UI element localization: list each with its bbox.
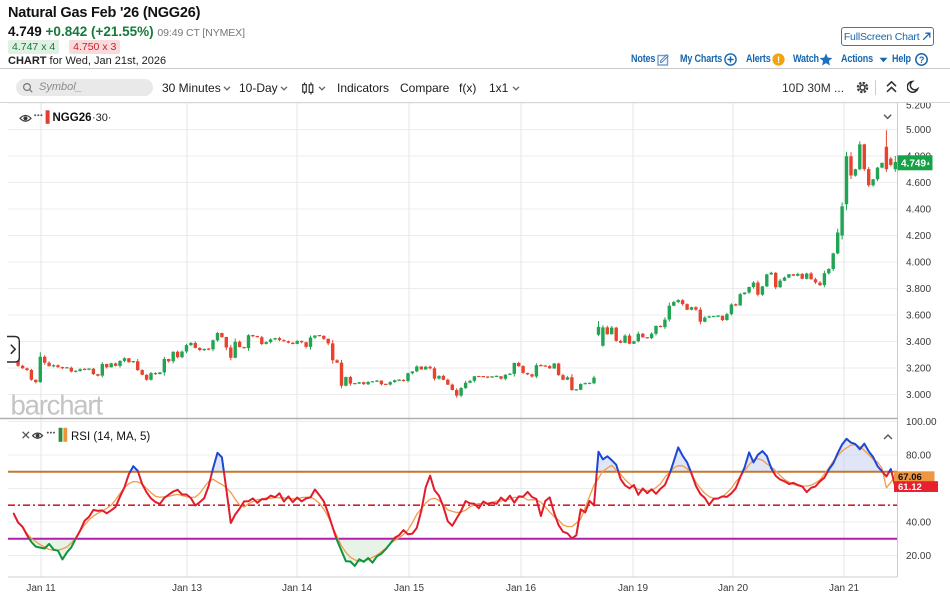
- svg-text:RSI (14, MA, 5): RSI (14, MA, 5): [71, 431, 150, 443]
- svg-text:3.000: 3.000: [906, 390, 931, 401]
- svg-text:3.600: 3.600: [906, 311, 931, 322]
- svg-text:4.749: 4.749: [901, 158, 926, 169]
- svg-text:4.600: 4.600: [906, 178, 931, 189]
- svg-text:100.00: 100.00: [906, 417, 937, 428]
- svg-text:Jan 19: Jan 19: [618, 583, 648, 594]
- svg-text:NGG26: NGG26: [53, 112, 92, 124]
- svg-text:barchart: barchart: [11, 390, 104, 421]
- svg-text:·30·: ·30·: [92, 112, 112, 124]
- svg-text:20.00: 20.00: [906, 551, 931, 562]
- svg-text:3.800: 3.800: [906, 284, 931, 295]
- svg-text:Jan 21: Jan 21: [829, 583, 859, 594]
- svg-text:61.12: 61.12: [898, 482, 922, 493]
- svg-text:3.400: 3.400: [906, 337, 931, 348]
- svg-text:Jan 15: Jan 15: [394, 583, 424, 594]
- svg-text:4.400: 4.400: [906, 205, 931, 216]
- svg-text:Jan 13: Jan 13: [172, 583, 202, 594]
- svg-text:80.00: 80.00: [906, 451, 931, 462]
- svg-text:5.200: 5.200: [906, 103, 931, 112]
- svg-text:5.000: 5.000: [906, 125, 931, 136]
- svg-text:Jan 16: Jan 16: [506, 583, 536, 594]
- svg-text:4.200: 4.200: [906, 231, 931, 242]
- svg-text:40.00: 40.00: [906, 518, 931, 529]
- svg-text:!: !: [777, 55, 780, 65]
- svg-text:?: ?: [919, 55, 924, 65]
- svg-text:67.06: 67.06: [898, 472, 922, 483]
- svg-text:Jan 14: Jan 14: [282, 583, 312, 594]
- svg-text:4.000: 4.000: [906, 258, 931, 269]
- svg-text:Jan 11: Jan 11: [26, 583, 56, 594]
- svg-text:3.200: 3.200: [906, 364, 931, 375]
- svg-text:Jan 20: Jan 20: [718, 583, 748, 594]
